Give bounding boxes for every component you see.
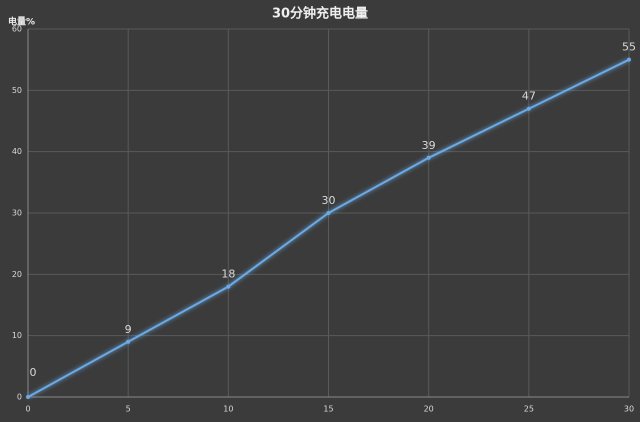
data-label: 30 — [322, 194, 336, 207]
point — [526, 106, 531, 111]
data-label: 0 — [30, 366, 37, 379]
data-label: 55 — [622, 41, 636, 54]
y-tick-label: 50 — [12, 86, 22, 95]
x-tick-label: 10 — [223, 405, 233, 414]
y-tick-label: 10 — [12, 331, 22, 340]
y-axis-label: 电量% — [8, 16, 35, 28]
data-label: 18 — [221, 268, 235, 281]
x-tick-label: 25 — [524, 405, 534, 414]
data-label: 9 — [125, 323, 132, 336]
x-tick-label: 5 — [126, 405, 131, 414]
point — [627, 57, 631, 62]
point — [326, 211, 331, 215]
x-tick-label: 15 — [323, 405, 333, 414]
point — [26, 395, 30, 399]
y-tick-label: 40 — [12, 147, 22, 156]
data-label: 39 — [422, 139, 436, 152]
y-tick-label: 60 — [12, 25, 22, 34]
data-label: 47 — [522, 90, 536, 103]
x-tick-label: 20 — [424, 405, 434, 414]
y-tick-label: 20 — [12, 270, 22, 279]
point — [126, 339, 131, 344]
chart-title: 30分钟充电电量 — [272, 6, 368, 22]
y-tick-label: 0 — [17, 393, 22, 402]
x-tick-label: 0 — [25, 405, 30, 414]
point — [426, 155, 431, 160]
point — [226, 284, 231, 289]
x-tick-label: 30 — [624, 405, 634, 414]
y-tick-label: 30 — [12, 209, 22, 218]
